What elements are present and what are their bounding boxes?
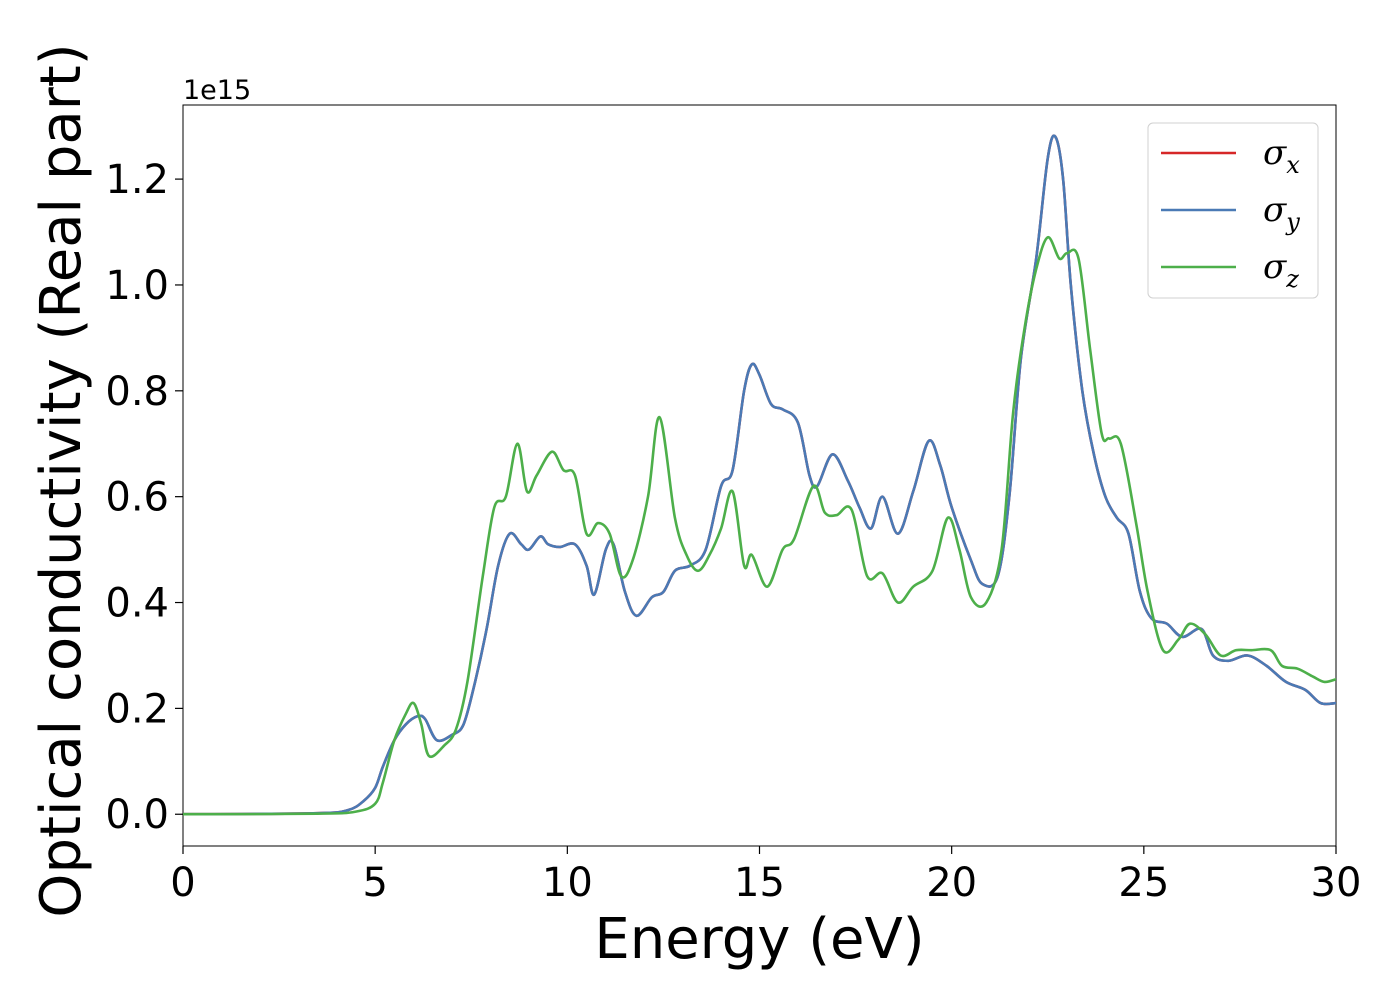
x-tick-label: 30 [1311, 860, 1362, 906]
legend-symbol: σ [1263, 133, 1287, 173]
legend-subscript: x [1286, 151, 1300, 179]
series-line-sigma-z [183, 236, 1336, 816]
y-tick-label: 0.0 [105, 792, 169, 838]
x-tick-label: 5 [362, 860, 387, 906]
series-group [183, 134, 1336, 816]
y-tick-label: 1.0 [105, 263, 169, 309]
x-tick-label: 15 [734, 860, 785, 906]
legend-subscript: y [1285, 208, 1300, 236]
x-tick-label: 0 [170, 860, 195, 906]
x-axis-title: Energy (eV) [594, 907, 924, 972]
y-tick-label: 1.2 [105, 157, 169, 203]
x-tick-label: 25 [1118, 860, 1169, 906]
series-line-sigma-y [183, 134, 1336, 816]
y-tick-label: 0.6 [105, 475, 169, 521]
legend-label-sigma-z: σz [1263, 247, 1299, 293]
x-axis-ticks: 0 5 10 15 20 25 30 [170, 846, 1361, 906]
x-tick-label: 10 [542, 860, 593, 906]
y-axis-title: Optical conductivity (Real part) [29, 43, 94, 917]
y-tick-label: 0.4 [105, 581, 169, 627]
y-axis-ticks: 0.0 0.2 0.4 0.6 0.8 1.0 1.2 [105, 157, 183, 838]
y-axis-offset-label: 1e15 [183, 75, 251, 106]
legend-symbol: σ [1263, 190, 1287, 230]
legend-symbol: σ [1263, 247, 1287, 287]
legend-label-sigma-y: σy [1263, 190, 1300, 236]
x-tick-label: 20 [926, 860, 977, 906]
y-tick-label: 0.2 [105, 686, 169, 732]
legend-label-sigma-x: σx [1263, 133, 1300, 179]
legend-subscript: z [1285, 265, 1299, 293]
y-tick-label: 0.8 [105, 369, 169, 415]
